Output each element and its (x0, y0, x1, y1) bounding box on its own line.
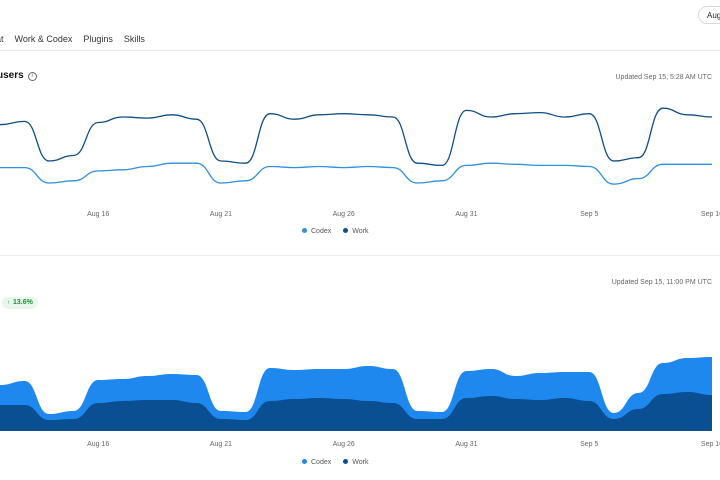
info-icon[interactable]: i (27, 72, 37, 81)
x-tick-label: Sep 5 (580, 441, 598, 448)
codex-dot-icon (302, 459, 307, 464)
series-line-codex[interactable] (0, 162, 712, 185)
legend-label-work-2: Work (352, 459, 369, 466)
tab-bar: at Work & Codex Plugins Skills (0, 34, 145, 50)
x-tick-label: Aug 16 (87, 211, 109, 218)
tab-chat[interactable]: at (0, 34, 4, 44)
growth-badge: ↑ 13.6% (2, 297, 38, 309)
x-tick-label: Aug 26 (333, 211, 355, 218)
stacked-area-chart: Aug 16 Aug 21 Aug 26 Aug 31 Sep 5 Sep 10 (0, 357, 720, 448)
users-line-chart: Aug 16 Aug 21 Aug 26 Aug 31 Sep 5 Sep 10 (0, 107, 720, 218)
x-tick-label: Aug 21 (210, 441, 232, 448)
legend-label-codex: Codex (311, 228, 332, 235)
legend-label-work: Work (352, 228, 369, 235)
x-tick-label: Sep 10 (701, 441, 720, 448)
area-work[interactable] (0, 392, 712, 431)
date-range-button[interactable]: Aug (698, 6, 720, 24)
work-dot-icon (343, 459, 349, 464)
x-tick-label: Aug 16 (87, 441, 109, 448)
card-title: users i (0, 70, 37, 81)
series-line-work[interactable] (0, 107, 713, 167)
x-tick-label: Sep 10 (701, 211, 720, 218)
tab-work-codex[interactable]: Work & Codex (14, 34, 73, 44)
x-tick-label: Aug 26 (333, 441, 355, 448)
arrow-up-icon: ↑ (7, 300, 10, 306)
x-tick-label: Sep 5 (580, 211, 598, 218)
card-divider (0, 255, 720, 256)
legend-item-work[interactable]: Work (343, 228, 368, 235)
chart1-legend: Codex Work (302, 228, 368, 235)
tab-skills[interactable]: Skills (123, 34, 145, 44)
legend-item-work-2[interactable]: Work (343, 459, 368, 466)
growth-badge-value: 13.6% (13, 299, 33, 306)
updated-timestamp: Updated Sep 15, 5:28 AM UTC (615, 74, 713, 81)
tabs-divider (0, 50, 720, 51)
legend-item-codex[interactable]: Codex (302, 228, 331, 235)
legend-label-codex-2: Codex (311, 459, 332, 466)
work-dot-icon (343, 228, 349, 233)
card-title-text: users (0, 70, 24, 81)
codex-dot-icon (302, 228, 307, 233)
x-tick-label: Aug 21 (210, 211, 232, 218)
tab-plugins[interactable]: Plugins (83, 34, 113, 44)
updated-timestamp-2: Updated Sep 15, 11:00 PM UTC (611, 279, 712, 286)
x-tick-label: Aug 31 (455, 441, 477, 448)
x-tick-label: Aug 31 (455, 211, 477, 218)
chart2-legend: Codex Work (302, 459, 368, 466)
legend-item-codex-2[interactable]: Codex (302, 459, 331, 466)
